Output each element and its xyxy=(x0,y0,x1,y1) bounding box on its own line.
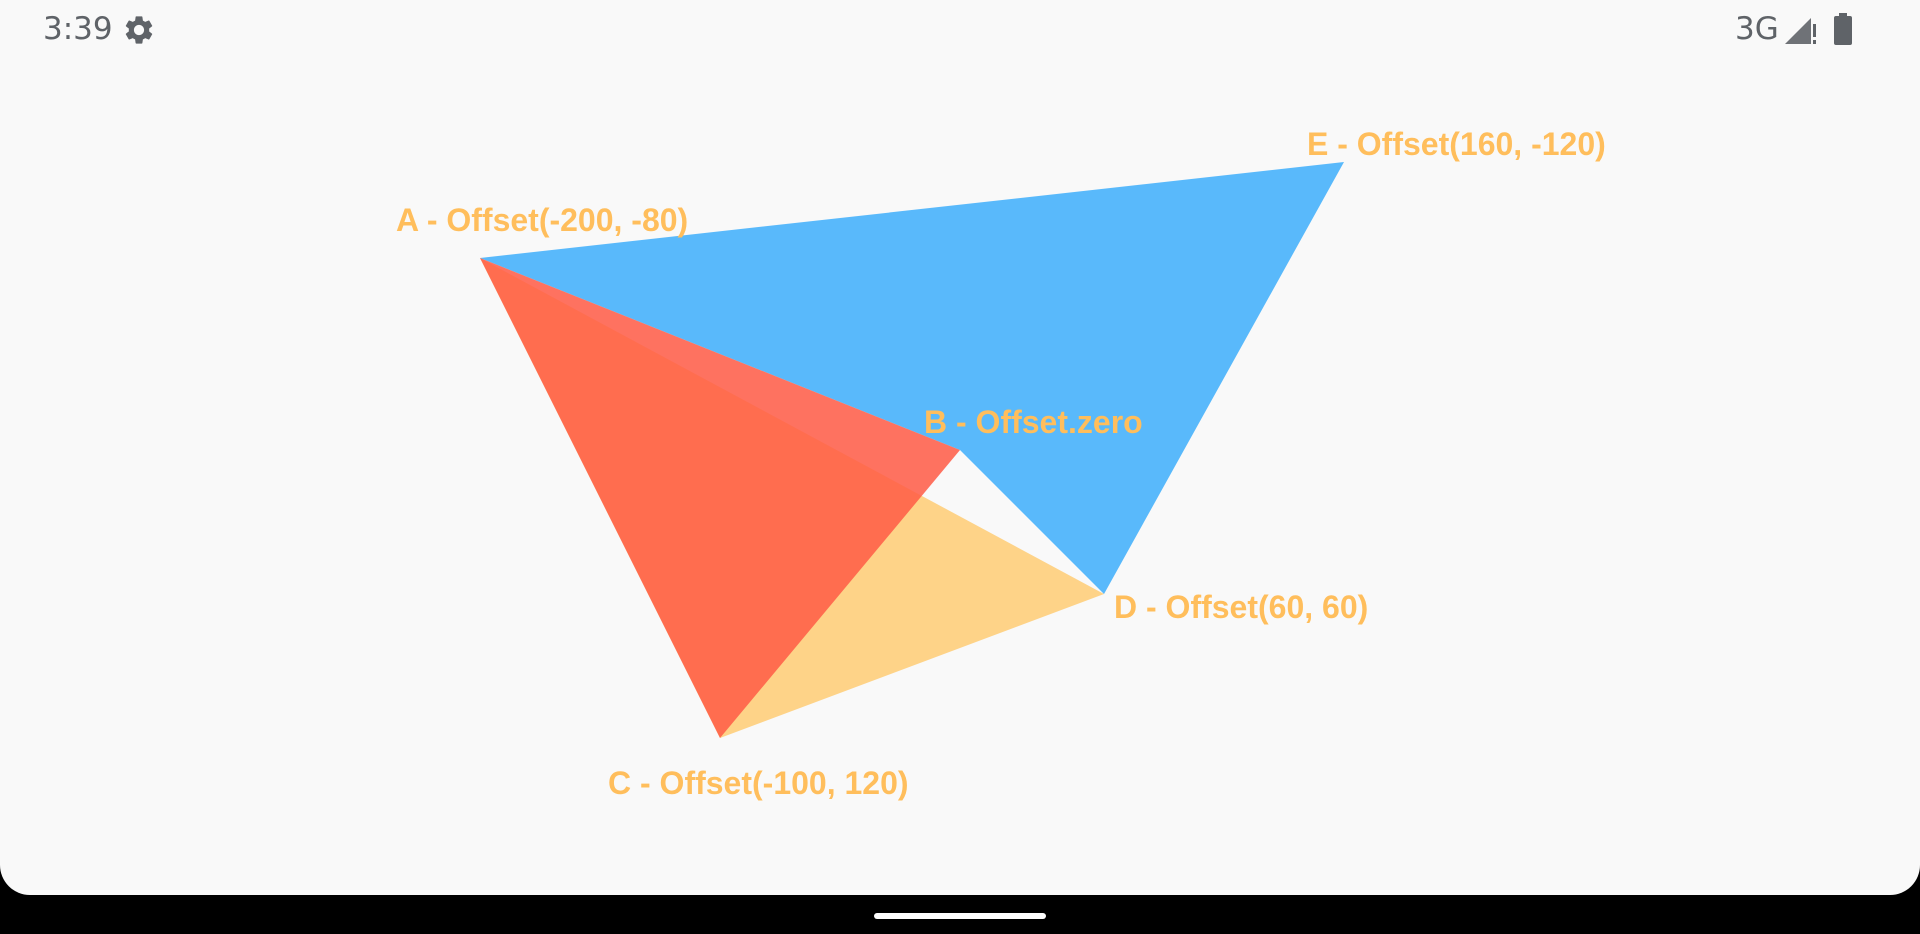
point-label-e: E - Offset(160, -120) xyxy=(1307,126,1606,162)
home-indicator[interactable] xyxy=(874,913,1046,919)
point-label-c: C - Offset(-100, 120) xyxy=(608,765,909,801)
point-label-b: B - Offset.zero xyxy=(924,404,1143,440)
screen: 3:39 3G A - Offset(-200, -80) B - Offset… xyxy=(0,0,1920,895)
navigation-bar xyxy=(0,895,1920,934)
status-time: 3:39 xyxy=(43,11,113,47)
network-type: 3G xyxy=(1735,11,1779,47)
point-label-a: A - Offset(-200, -80) xyxy=(396,202,688,238)
triangle-canvas: A - Offset(-200, -80) B - Offset.zero C … xyxy=(396,126,1606,801)
status-bar: 3:39 3G xyxy=(0,0,1920,58)
gear-icon xyxy=(125,16,153,44)
battery-icon xyxy=(1834,13,1852,45)
cell-signal-icon xyxy=(1785,18,1816,44)
point-label-d: D - Offset(60, 60) xyxy=(1114,589,1368,625)
quad-abed xyxy=(480,162,1344,594)
triangle-abc xyxy=(480,258,960,738)
